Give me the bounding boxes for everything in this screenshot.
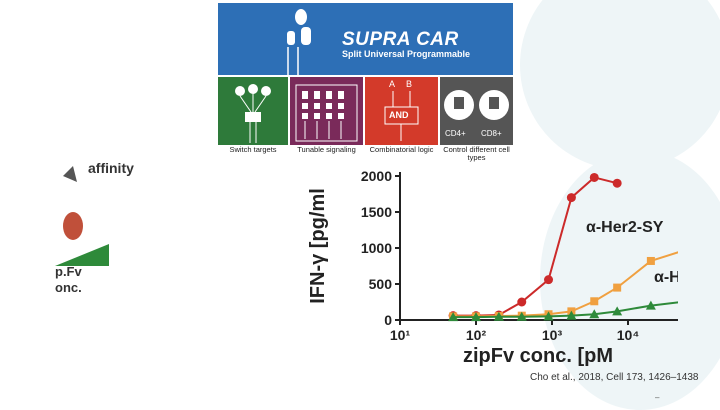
background-shape (520, 0, 720, 170)
panel-label: Tunable signaling (290, 146, 363, 154)
footer-dash: – (655, 393, 659, 402)
input-a-label: A (389, 79, 395, 89)
y-axis-label: IFN-γ [pg/ml (307, 188, 329, 304)
panel-tunable-signaling (290, 77, 363, 145)
y-tick-label: 0 (384, 312, 392, 328)
cd8-label: CD8+ (481, 129, 502, 138)
data-point (613, 179, 622, 188)
x-tick-label: 10⁴ (617, 327, 640, 343)
panel-combinatorial-logic: A B AND (365, 77, 438, 145)
x-axis-label: zipFv conc. [pM (463, 345, 613, 367)
y-tick-label: 1000 (361, 240, 392, 256)
series-label: α-Her2-SY (586, 219, 664, 236)
x-tick-label: 10¹ (390, 327, 411, 343)
data-point (613, 284, 621, 292)
y-tick-label: 500 (369, 276, 393, 292)
y-tick-label: 1500 (361, 204, 392, 220)
receptor-icon (276, 5, 326, 75)
series-label: α-H (654, 269, 678, 286)
panel-label: Control different cell types (440, 146, 513, 162)
panel-label: Combinatorial logic (365, 146, 438, 154)
data-point (647, 257, 655, 265)
citation: Cho et al., 2018, Cell 173, 1426–1438 (530, 372, 698, 383)
data-point (567, 193, 576, 202)
tunable-signaling-icon (290, 77, 363, 145)
data-point (517, 298, 526, 307)
switch-targets-icon (218, 77, 288, 145)
panel-switch-targets (218, 77, 288, 145)
cd4-label: CD4+ (445, 129, 466, 138)
banner-title: SUPRA CAR (342, 29, 459, 51)
figure-fragment: affinity p.Fv onc. (55, 158, 155, 303)
input-b-label: B (406, 79, 412, 89)
x-tick-label: 10³ (542, 327, 563, 343)
data-point (590, 297, 598, 305)
supra-car-banner: SUPRA CAR Split Universal Programmable (218, 3, 513, 75)
x-tick-label: 10² (466, 327, 487, 343)
and-gate-label: AND (389, 110, 409, 120)
fragment-affinity-text: affinity (88, 160, 134, 176)
fragment-pfv-text: p.Fv (55, 264, 82, 279)
data-point (590, 173, 599, 182)
panel-label: Switch targets (218, 146, 288, 154)
data-point (544, 275, 553, 284)
y-tick-label: 2000 (361, 168, 392, 184)
series-line (453, 177, 617, 315)
panel-control-cell-types: CD4+ CD8+ (440, 77, 513, 145)
banner-subtitle: Split Universal Programmable (342, 49, 470, 59)
fragment-conc-text: onc. (55, 280, 82, 295)
ifn-gamma-chart: IFN-γ [pg/ml zipFv conc. [pM α-Her2-SY α… (298, 162, 678, 372)
